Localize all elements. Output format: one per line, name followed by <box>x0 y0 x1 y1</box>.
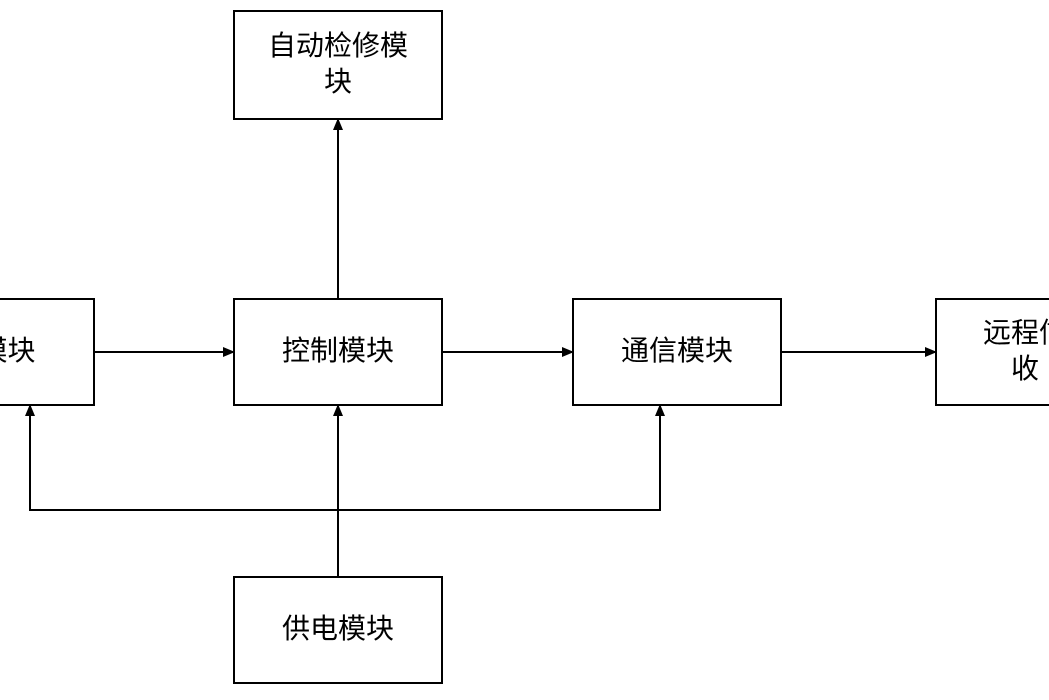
node-left_module: 模块 <box>0 298 95 406</box>
edge-power-left_module <box>30 406 338 510</box>
node-control: 控制模块 <box>233 298 443 406</box>
node-power: 供电模块 <box>233 576 443 684</box>
node-remote: 远程信收 <box>935 298 1049 406</box>
edges-layer <box>0 0 1049 700</box>
node-auto_repair: 自动检修模块 <box>233 10 443 120</box>
edge-power-comm <box>338 406 660 510</box>
node-comm: 通信模块 <box>572 298 782 406</box>
